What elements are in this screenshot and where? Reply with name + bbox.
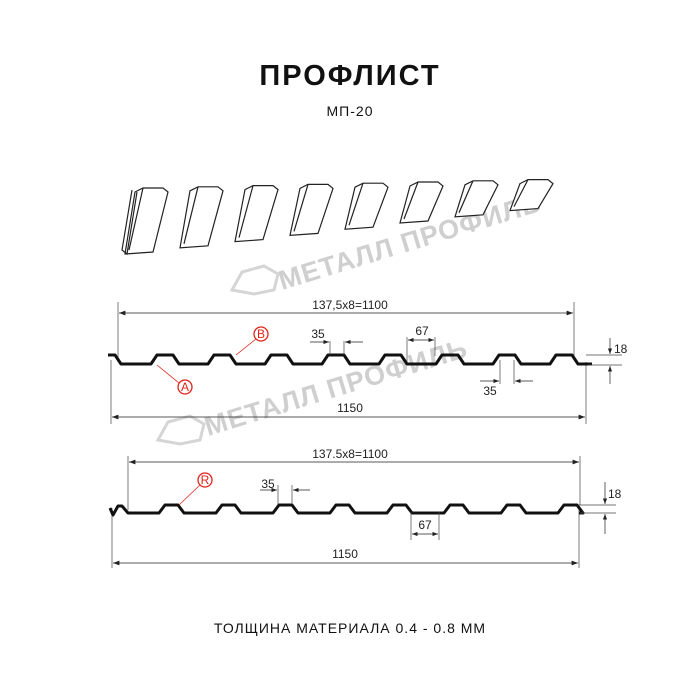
sheet-rib-edge [128,187,144,251]
svg-text:B: B [257,327,265,341]
pitch-dimension: 137.5x8=1100 [312,447,388,461]
height-dimension: 18 [608,487,622,501]
sheet-rib-edge [238,185,254,238]
sheet-rib [289,183,334,237]
sheet-rib-edge [403,181,419,220]
valley-width-dimension: 67 [415,324,429,338]
page-subtitle: МП-20 [326,103,374,119]
top-width-dimension: 35 [311,327,325,341]
top-width-dimension-bottom: 35 [483,384,497,398]
profile-r: 137.5x8=1100 1150 35 67 18 R [108,447,622,568]
marker-r [197,472,213,488]
svg-text:R: R [201,473,210,487]
marker-a [177,379,193,395]
svg-text:A: A [181,380,189,394]
page-title: ПРОФЛИСТ [259,60,441,92]
svg-text:МЕТАЛЛ ПРОФИЛЬ: МЕТАЛЛ ПРОФИЛЬ [201,333,471,442]
sheet-rib [509,179,554,212]
watermark-logo: МЕТАЛЛ ПРОФИЛЬ [155,333,471,446]
sheet-rib-edge [293,184,309,232]
profile-ab: 137,5x8=1100 1150 35 67 35 18 A [108,298,628,424]
sheet-rib [234,185,279,243]
sheet-rib [179,186,224,249]
width-dimension: 1150 [337,401,363,415]
material-thickness-note: ТОЛЩИНА МАТЕРИАЛА 0.4 - 0.8 ММ [213,620,487,636]
sheet-rib-edge [513,179,529,207]
sheet-perspective-view [121,179,554,256]
pitch-dimension: 137,5x8=1100 [312,298,388,312]
sheet-rib-edge [458,180,474,214]
sheet-edge [121,189,138,256]
sheet-rib [344,182,389,230]
valley-width-dimension: 67 [418,518,432,532]
marker-b [253,326,269,342]
top-width-dimension: 35 [261,477,275,491]
sheet-rib [124,187,169,255]
sheet-rib-edge [183,186,199,244]
width-dimension: 1150 [332,547,358,561]
height-dimension: 18 [614,342,628,356]
sheet-rib-edge [348,183,364,226]
watermark-logo: МЕТАЛЛ ПРОФИЛЬ [229,187,545,296]
